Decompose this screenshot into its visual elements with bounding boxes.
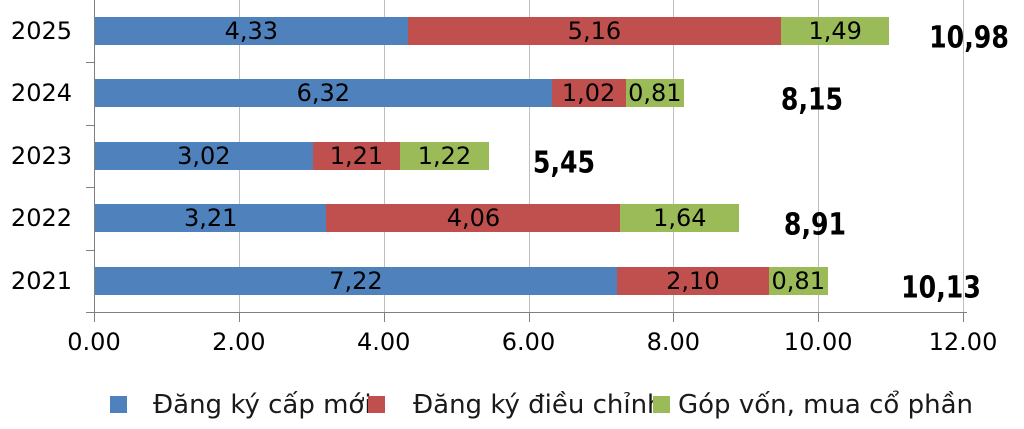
category-label: 2022 bbox=[10, 204, 72, 232]
bar-segment: 1,49 bbox=[781, 17, 890, 45]
x-tick-label: 2.00 bbox=[212, 328, 266, 356]
segment-value-label: 2,10 bbox=[666, 267, 720, 295]
gridline bbox=[818, 0, 820, 312]
y-axis-tick bbox=[86, 125, 94, 126]
segment-value-label: 0,81 bbox=[628, 79, 682, 107]
segment-value-label: 4,06 bbox=[446, 204, 501, 232]
x-tick-label: 0.00 bbox=[67, 328, 121, 356]
x-axis-tick bbox=[94, 313, 95, 322]
bar-segment: 4,06 bbox=[326, 204, 621, 232]
x-axis-tick bbox=[238, 313, 240, 322]
segment-value-label: 3,21 bbox=[184, 204, 238, 232]
legend-swatch bbox=[110, 396, 127, 413]
bar-segment: 3,21 bbox=[95, 204, 327, 232]
bar-segment: 6,32 bbox=[95, 79, 552, 107]
category-label: 2021 bbox=[10, 267, 72, 295]
bar-segment: 7,22 bbox=[95, 267, 617, 295]
segment-value-label: 1,22 bbox=[417, 142, 472, 170]
bar-segment: 0,81 bbox=[768, 267, 828, 295]
bar-segment: 1,21 bbox=[312, 142, 401, 170]
gridline bbox=[963, 0, 964, 312]
x-axis-line bbox=[86, 312, 967, 313]
gridline bbox=[528, 0, 530, 312]
bar-segment: 0,81 bbox=[625, 79, 685, 107]
legend-swatch bbox=[368, 396, 385, 413]
bar-segment: 1,22 bbox=[400, 142, 489, 170]
x-tick-label: 6.00 bbox=[501, 328, 556, 356]
category-label: 2025 bbox=[10, 17, 72, 45]
total-label: 8,91 bbox=[783, 207, 847, 243]
y-axis-tick bbox=[86, 62, 94, 63]
segment-value-label: 7,22 bbox=[329, 267, 383, 295]
total-label: 10,98 bbox=[929, 20, 1009, 56]
bar-segment: 3,02 bbox=[95, 142, 313, 170]
total-label: 5,45 bbox=[532, 145, 596, 181]
segment-value-label: 0,81 bbox=[771, 267, 825, 295]
bar-segment: 4,33 bbox=[95, 17, 408, 45]
segment-value-label: 6,32 bbox=[296, 79, 351, 107]
y-axis-tick bbox=[86, 250, 94, 251]
total-label: 8,15 bbox=[780, 82, 844, 118]
gridline bbox=[673, 0, 675, 312]
segment-value-label: 1,64 bbox=[653, 204, 707, 232]
category-label: 2023 bbox=[10, 142, 72, 170]
x-tick-label: 12.00 bbox=[928, 328, 998, 356]
bar-segment: 1,64 bbox=[620, 204, 740, 232]
segment-value-label: 1,02 bbox=[561, 79, 616, 107]
segment-value-label: 4,33 bbox=[224, 17, 278, 45]
y-axis-line bbox=[94, 0, 95, 312]
x-tick-label: 8.00 bbox=[646, 328, 701, 356]
legend-label: Đăng ký điều chỉnh bbox=[413, 390, 664, 420]
legend-label: Đăng ký cấp mới bbox=[153, 390, 372, 420]
x-axis-tick bbox=[818, 313, 820, 322]
legend-label: Góp vốn, mua cổ phần bbox=[678, 390, 973, 420]
bar-segment: 5,16 bbox=[407, 17, 782, 45]
x-axis-tick bbox=[963, 313, 964, 322]
segment-value-label: 1,49 bbox=[808, 17, 862, 45]
legend-swatch bbox=[653, 396, 670, 413]
x-axis-tick bbox=[528, 313, 530, 322]
x-tick-label: 4.00 bbox=[356, 328, 411, 356]
category-label: 2024 bbox=[10, 79, 72, 107]
segment-value-label: 3,02 bbox=[177, 142, 231, 170]
segment-value-label: 5,16 bbox=[567, 17, 622, 45]
x-axis-tick bbox=[673, 313, 675, 322]
segment-value-label: 1,21 bbox=[329, 142, 384, 170]
y-axis-tick bbox=[86, 187, 94, 188]
x-tick-label: 10.00 bbox=[783, 328, 853, 356]
bar-segment: 1,02 bbox=[551, 79, 626, 107]
total-label: 10,13 bbox=[901, 270, 981, 306]
x-axis-tick bbox=[383, 313, 385, 322]
bar-segment: 2,10 bbox=[616, 267, 769, 295]
